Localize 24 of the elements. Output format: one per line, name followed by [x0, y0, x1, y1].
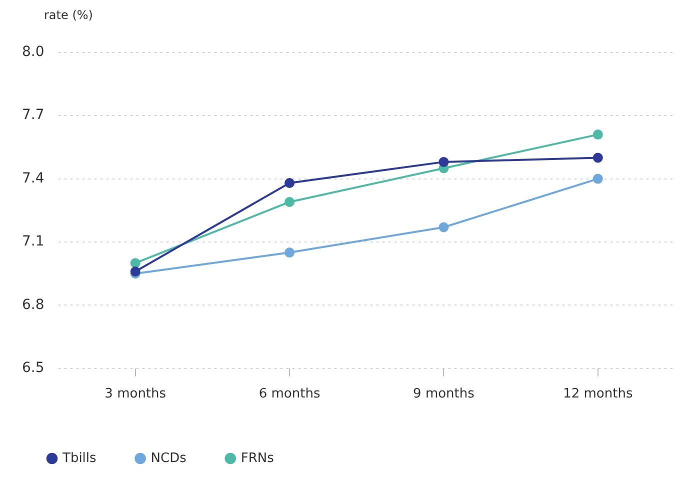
x-tick-label: 6 months	[258, 386, 320, 402]
x-tick-label: 3 months	[104, 386, 166, 402]
x-tick-label: 12 months	[563, 386, 633, 402]
y-tick-label: 6.8	[22, 296, 44, 313]
point	[284, 178, 295, 188]
point	[438, 222, 449, 232]
point	[438, 156, 449, 167]
legend-label: Tbills	[62, 450, 97, 466]
point	[592, 174, 603, 184]
point	[130, 266, 140, 276]
point	[284, 248, 295, 258]
point	[592, 152, 603, 163]
point	[284, 196, 295, 207]
point	[592, 130, 603, 140]
y-tick-label: 7.1	[22, 234, 44, 250]
legend-label: NCDs	[150, 450, 187, 466]
point	[130, 258, 140, 268]
y-tick-label: 8.0	[22, 44, 44, 60]
y-axis-title: rate (%)	[44, 8, 94, 24]
y-tick-label: 7.7	[22, 107, 44, 124]
legend-label: FRNs	[240, 450, 274, 466]
x-tick-label: 9 months	[413, 386, 475, 402]
y-tick-label: 6.5	[22, 360, 44, 376]
y-tick-label: 7.4	[22, 170, 44, 186]
